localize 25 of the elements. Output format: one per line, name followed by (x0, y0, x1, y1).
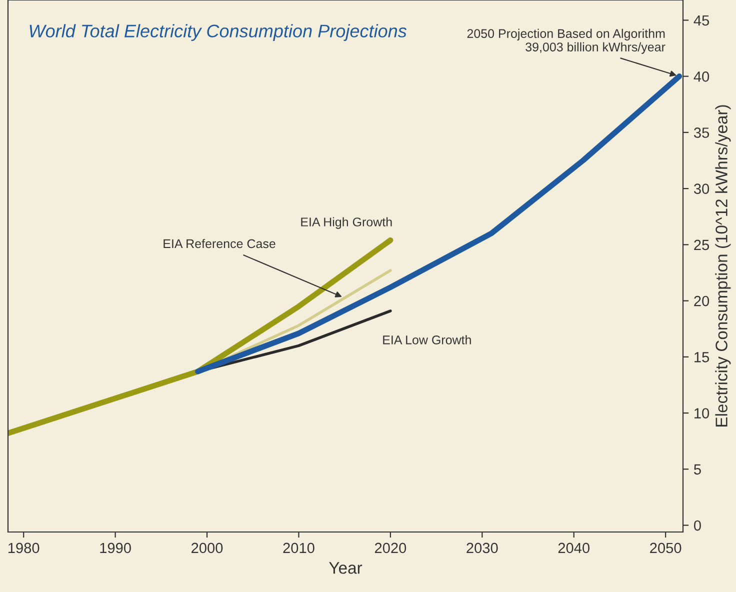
y-tick-label: 10 (694, 408, 710, 418)
series-label: EIA Low Growth (383, 335, 471, 344)
x-tick-label: 2000 (192, 542, 223, 554)
x-tick-label: 2040 (558, 542, 590, 554)
x-axis-title: Year (329, 562, 362, 574)
x-tick-label: 2020 (374, 542, 406, 554)
y-tick-label: 35 (694, 128, 710, 138)
x-tick-label: 1990 (100, 542, 131, 554)
y-tick-label: 15 (694, 352, 710, 362)
x-tick-label: 2030 (466, 542, 498, 554)
x-tick-label: 1980 (8, 542, 40, 554)
y-tick-label: 25 (694, 240, 710, 250)
y-tick-label: 5 (694, 464, 701, 475)
text: World Total Electricity Consumption Projections (30, 24, 407, 41)
y-tick-label: 40 (694, 71, 710, 82)
x-tick-label: 2050 (650, 542, 682, 554)
y-tick-label: 30 (694, 184, 710, 194)
y-tick-label: 45 (694, 15, 710, 26)
x-tick-label: 2010 (283, 542, 314, 554)
y-tick-label: 20 (694, 296, 710, 306)
y-axis-title: Electricity Consumption (10^12 kWhrs/year) (715, 105, 731, 426)
y-tick-label: 0 (694, 520, 701, 531)
text: EIA Reference Case (164, 238, 276, 248)
series-label: EIA High Growth (301, 217, 392, 229)
annotation: 2050 Projection Based on Algorithm 39,003 billion kWhrs/year (467, 28, 666, 54)
